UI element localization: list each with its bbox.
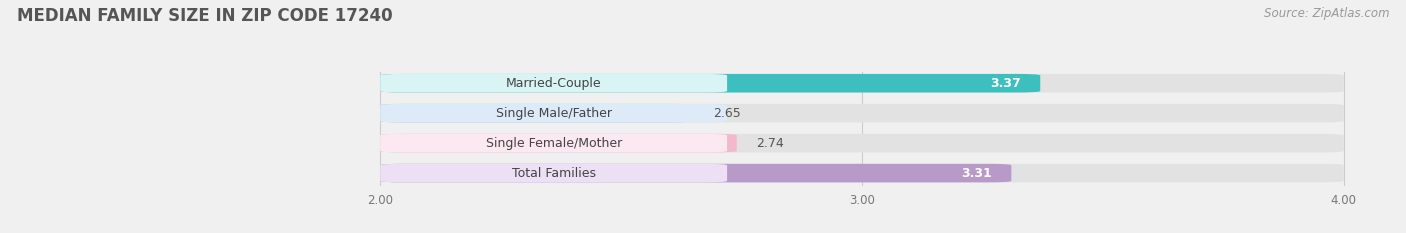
Text: MEDIAN FAMILY SIZE IN ZIP CODE 17240: MEDIAN FAMILY SIZE IN ZIP CODE 17240 <box>17 7 392 25</box>
Text: 2.74: 2.74 <box>756 137 783 150</box>
FancyBboxPatch shape <box>380 104 1344 123</box>
FancyBboxPatch shape <box>380 74 1344 93</box>
Text: 2.65: 2.65 <box>713 107 741 120</box>
FancyBboxPatch shape <box>380 74 727 93</box>
Text: Single Female/Mother: Single Female/Mother <box>485 137 621 150</box>
FancyBboxPatch shape <box>380 134 727 152</box>
FancyBboxPatch shape <box>380 164 1344 182</box>
FancyBboxPatch shape <box>380 104 727 123</box>
FancyBboxPatch shape <box>380 104 693 123</box>
Text: Married-Couple: Married-Couple <box>506 77 602 90</box>
Text: Source: ZipAtlas.com: Source: ZipAtlas.com <box>1264 7 1389 20</box>
FancyBboxPatch shape <box>380 74 1040 93</box>
FancyBboxPatch shape <box>380 134 737 152</box>
Text: Single Male/Father: Single Male/Father <box>496 107 612 120</box>
Text: Total Families: Total Families <box>512 167 596 180</box>
Text: 3.31: 3.31 <box>962 167 993 180</box>
FancyBboxPatch shape <box>380 134 1344 152</box>
FancyBboxPatch shape <box>380 164 1011 182</box>
Text: 3.37: 3.37 <box>990 77 1021 90</box>
FancyBboxPatch shape <box>380 164 727 182</box>
